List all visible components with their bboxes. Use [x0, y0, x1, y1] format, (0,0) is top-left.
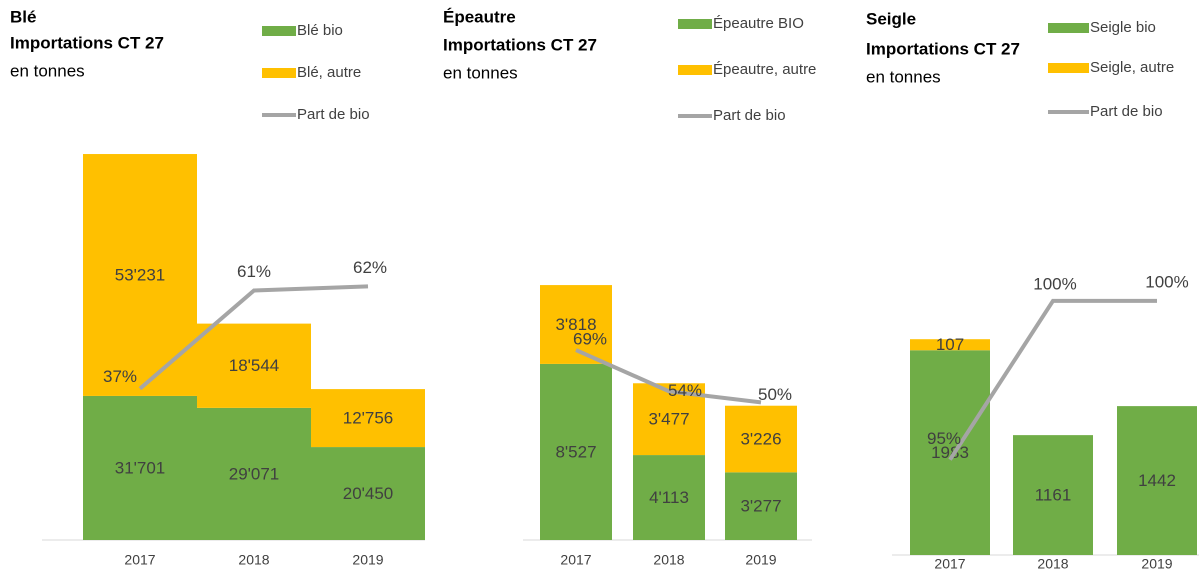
- value-label: 18'544: [229, 356, 280, 375]
- bar: [540, 363, 612, 540]
- line: [575, 348, 762, 405]
- legend-swatch: [262, 26, 296, 36]
- bar: [725, 472, 797, 540]
- value-label: 20'450: [343, 484, 394, 503]
- value-label: 37%: [103, 367, 137, 386]
- unit-label: en tonnes: [10, 61, 85, 80]
- x-tick-label: 2018: [653, 552, 684, 568]
- value-label: 3'226: [740, 430, 781, 449]
- chart-subtitle: Importations CT 27: [866, 39, 1020, 58]
- bar: [1117, 406, 1197, 555]
- x-tick-label: 2017: [560, 552, 591, 568]
- bar: [910, 339, 990, 351]
- unit-label: en tonnes: [443, 63, 518, 82]
- value-label: 4'113: [649, 488, 689, 507]
- value-label: 61%: [237, 262, 271, 281]
- x-tick-label: 2018: [1037, 556, 1068, 570]
- x-tick-label: 2017: [124, 552, 155, 568]
- chart-subtitle: Importations CT 27: [443, 35, 597, 54]
- legend-label: Épeautre BIO: [713, 15, 804, 32]
- legend-label: Blé bio: [297, 22, 343, 39]
- value-label: 1442: [1138, 471, 1176, 490]
- value-label: 31'701: [115, 458, 166, 477]
- x-tick-label: 2018: [238, 552, 269, 568]
- value-label: 100%: [1145, 272, 1188, 291]
- value-label: 50%: [758, 385, 792, 404]
- value-label: 29'071: [229, 464, 280, 483]
- bar: [197, 407, 311, 540]
- value-label: 3'277: [740, 497, 781, 516]
- chart-title: Blé: [10, 7, 36, 26]
- bar: [910, 350, 990, 555]
- value-label: 62%: [353, 258, 387, 277]
- bar: [197, 323, 311, 408]
- legend-swatch: [262, 68, 296, 78]
- value-label: 100%: [1033, 274, 1076, 293]
- legend-label: Seigle bio: [1090, 19, 1156, 36]
- legend-label: Épeautre, autre: [713, 61, 816, 78]
- legend-label: Part de bio: [713, 107, 786, 124]
- x-tick-label: 2019: [745, 552, 776, 568]
- chart-subtitle: Importations CT 27: [10, 33, 164, 52]
- value-label: 8'527: [555, 442, 596, 461]
- bar: [633, 455, 705, 540]
- bar: [83, 395, 197, 540]
- value-label: 1161: [1035, 486, 1072, 505]
- legend-label: Blé, autre: [297, 64, 361, 81]
- legend-label: Part de bio: [1090, 103, 1163, 120]
- legend-label: Seigle, autre: [1090, 59, 1174, 76]
- value-label: 95%: [927, 429, 961, 448]
- value-label: 12'756: [343, 409, 394, 428]
- value-label: 107: [936, 335, 964, 354]
- legend-swatch: [678, 19, 712, 29]
- legend-label: Part de bio: [297, 106, 370, 123]
- value-label: 3'477: [648, 410, 689, 429]
- line: [138, 284, 369, 391]
- bar: [311, 389, 425, 448]
- value-label: 3'818: [555, 315, 596, 334]
- bar: [311, 447, 425, 540]
- chart-title: Seigle: [866, 9, 916, 28]
- value-label: 54%: [668, 381, 702, 400]
- legend-swatch: [1048, 63, 1089, 73]
- value-label: 53'231: [115, 265, 166, 284]
- legend-swatch: [678, 65, 712, 75]
- x-tick-label: 2019: [1141, 556, 1172, 570]
- chart-title: Épeautre: [443, 7, 516, 26]
- bar: [1013, 435, 1093, 555]
- line: [948, 298, 1157, 461]
- value-label: 69%: [573, 330, 607, 349]
- unit-label: en tonnes: [866, 67, 941, 86]
- x-tick-label: 2017: [934, 556, 965, 570]
- legend-swatch: [1048, 23, 1089, 33]
- bar: [725, 405, 797, 473]
- x-tick-label: 2019: [352, 552, 383, 568]
